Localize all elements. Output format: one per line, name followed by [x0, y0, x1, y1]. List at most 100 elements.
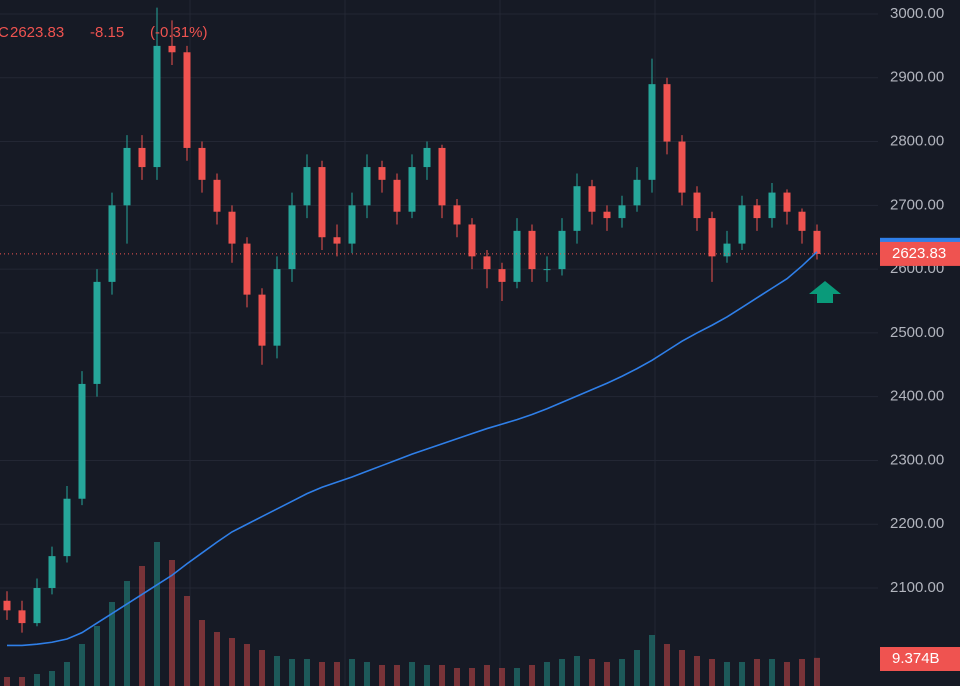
candle-body [558, 230, 566, 270]
volume-bar [259, 650, 265, 686]
candles [3, 7, 821, 633]
volume-bar [814, 657, 820, 686]
change: -8.15 [90, 24, 124, 41]
volume-bar [754, 659, 760, 686]
candle-body [348, 205, 356, 244]
candle-body [108, 205, 116, 282]
volume-bar [334, 662, 340, 686]
volume-bar [454, 668, 460, 686]
volume-bar [709, 659, 715, 686]
volume-bar [274, 656, 280, 686]
moving-average [7, 251, 818, 647]
volume-bar [184, 596, 190, 686]
last-price-box [880, 241, 960, 266]
volume-bar [394, 665, 400, 686]
volume-bar [214, 632, 220, 686]
volume-bar [664, 644, 670, 686]
candle-body [543, 269, 551, 271]
volume-bar [139, 566, 145, 686]
candle-body [498, 269, 506, 282]
candle-body [678, 141, 686, 193]
volume-bar [124, 581, 130, 686]
candle-body [753, 205, 761, 219]
candle-body [798, 211, 806, 231]
grid [0, 13, 878, 589]
volume-bar [19, 677, 25, 686]
volume-bar [64, 662, 70, 686]
candle-body [573, 186, 581, 231]
volume-bar [604, 662, 610, 686]
candle-body [333, 237, 341, 244]
candle-body [468, 224, 476, 257]
volume-bar [799, 659, 805, 686]
volume-bar [649, 635, 655, 686]
candle-body [768, 192, 776, 219]
candle-body [663, 84, 671, 142]
last-price-label: 2623.83 [892, 245, 946, 262]
candle-body [363, 167, 371, 206]
candle-body [483, 256, 491, 270]
candle-body [63, 498, 71, 557]
y-tick-label: 2800.00 [890, 133, 944, 150]
volume-bar [529, 665, 535, 686]
volume-bar [499, 668, 505, 686]
candle-body [453, 205, 461, 225]
candle-body [303, 167, 311, 206]
volume-bar [724, 662, 730, 686]
candle-body [408, 167, 416, 212]
price-axis: 2100.002200.002300.002400.002500.002600.… [880, 5, 960, 671]
candle-body [123, 147, 131, 206]
volume-bar [514, 668, 520, 686]
volume-bar [199, 620, 205, 686]
volume-bar [379, 665, 385, 686]
candle-body [213, 179, 221, 212]
candle-body [198, 147, 206, 180]
candle-body [603, 211, 611, 219]
candle-body [18, 610, 26, 624]
volume-bar [769, 659, 775, 686]
candle-body [738, 205, 746, 244]
volume-label: 9.374B [892, 650, 940, 667]
volume-bar [634, 650, 640, 686]
candle-body [318, 167, 326, 238]
candle-body [423, 147, 431, 168]
candle-body [273, 269, 281, 346]
volume-bar [484, 665, 490, 686]
volume-bar [4, 677, 10, 686]
change-percent: (-0.31%) [150, 24, 208, 41]
volume-bar [589, 659, 595, 686]
candle-body [813, 230, 821, 254]
candle-body [228, 211, 236, 244]
last-price: 2623.83 [10, 24, 64, 41]
candle-body [528, 230, 536, 270]
volume-bar [424, 665, 430, 686]
volume-pane [4, 542, 820, 686]
volume-bar [349, 659, 355, 686]
candle-body [723, 243, 731, 257]
volume-bar [289, 659, 295, 686]
y-tick-label: 2700.00 [890, 196, 944, 213]
candle-body [93, 281, 101, 384]
candle-body [438, 147, 446, 206]
candle-body [513, 230, 521, 282]
y-tick-label: 2500.00 [890, 324, 944, 341]
candle-body [618, 205, 626, 219]
y-tick-label: 2200.00 [890, 515, 944, 532]
volume-bar [544, 662, 550, 686]
volume-bar [739, 662, 745, 686]
candle-body [648, 84, 656, 180]
candle-body [708, 218, 716, 257]
y-tick-label: 2300.00 [890, 451, 944, 468]
candle-body [393, 179, 401, 212]
volume-bar [154, 542, 160, 686]
volume-bar [619, 659, 625, 686]
volume-bar [34, 674, 40, 686]
volume-bar [49, 671, 55, 686]
candle-body [78, 383, 86, 499]
volume-bar [364, 662, 370, 686]
volume-bar [574, 656, 580, 686]
y-tick-label: 3000.00 [890, 5, 944, 22]
volume-bar [244, 644, 250, 686]
